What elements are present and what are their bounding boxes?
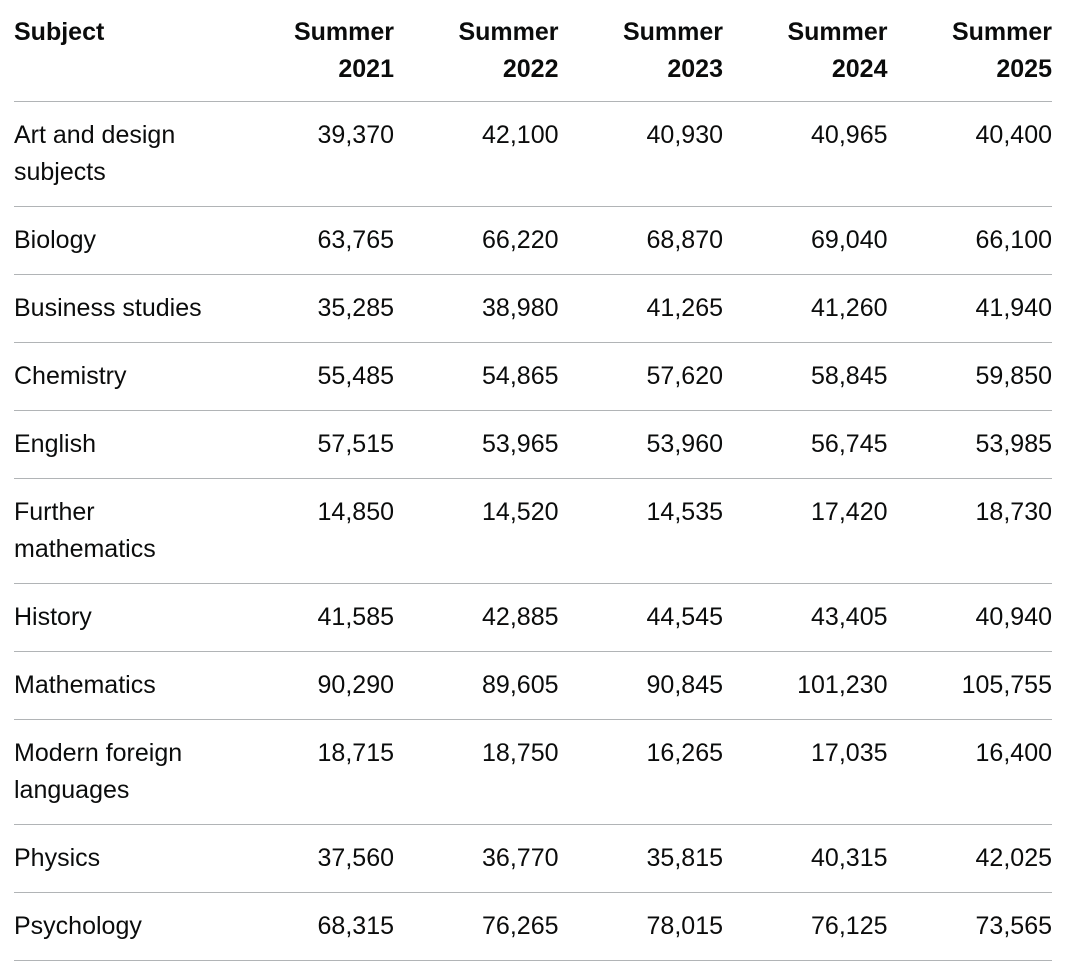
column-header-line: 2023 [667, 55, 723, 83]
column-header-line: Summer [622, 18, 723, 46]
subject-cell: Business studies [14, 274, 246, 343]
entries-value-cell: 78,015 [558, 892, 723, 961]
entries-value-cell: 41,940 [887, 274, 1052, 343]
entries-value-cell: 59,850 [887, 342, 1052, 411]
column-header-summer-2022: Summer 2022 [394, 0, 559, 102]
entries-value-cell: 41,585 [246, 583, 394, 652]
entries-value-cell: 56,745 [723, 410, 888, 479]
subject-cell: Mathematics [14, 651, 246, 720]
entries-value-cell: 36,770 [394, 824, 559, 893]
column-header-summer-2021: Summer 2021 [246, 0, 394, 102]
entries-value-cell: 54,865 [394, 342, 559, 411]
column-header-line: 2022 [502, 55, 559, 83]
entries-value-cell: 16,400 [887, 719, 1052, 825]
entries-value-cell: 35,285 [246, 274, 394, 343]
entries-value-cell: 17,420 [723, 478, 888, 584]
subject-cell: Biology [14, 206, 246, 275]
entries-value-cell: 68,315 [246, 892, 394, 961]
subject-cell: Chemistry [14, 342, 246, 411]
column-header-line: 2025 [996, 55, 1052, 83]
column-header-line: Summer [787, 18, 888, 46]
column-header-line: Summer [458, 18, 559, 46]
entries-value-cell: 90,845 [558, 651, 723, 720]
entries-value-cell: 14,850 [246, 478, 394, 584]
table-row: Biology 63,765 66,220 68,870 69,040 66,100 [14, 206, 1052, 275]
entries-value-cell: 89,605 [394, 651, 559, 720]
entries-value-cell: 41,260 [723, 274, 888, 343]
entries-value-cell: 68,870 [558, 206, 723, 275]
table-row: Art and design subjects 39,370 42,100 40,93… [14, 101, 1052, 207]
column-header-summer-2023: Summer 2023 [558, 0, 723, 102]
table-row: Physics 37,560 36,770 35,815 40,315 42,025 [14, 824, 1052, 893]
entries-value-cell: 73,565 [887, 892, 1052, 961]
entries-value-cell: 53,985 [887, 410, 1052, 479]
entries-value-cell: 44,545 [558, 583, 723, 652]
subject-cell: Modern foreign languages [14, 719, 246, 825]
column-header-summer-2024: Summer 2024 [723, 0, 888, 102]
subject-cell: Psychology [14, 892, 246, 961]
entries-value-cell: 14,535 [558, 478, 723, 584]
entries-value-cell: 41,265 [558, 274, 723, 343]
entries-value-cell: 16,265 [558, 719, 723, 825]
entries-value-cell: 18,730 [887, 478, 1052, 584]
entries-value-cell: 105,755 [887, 651, 1052, 720]
subject-cell: History [14, 583, 246, 652]
entries-value-cell: 40,930 [558, 101, 723, 207]
entries-value-cell: 40,400 [887, 101, 1052, 207]
entries-value-cell: 76,265 [394, 892, 559, 961]
entries-value-cell: 40,940 [887, 583, 1052, 652]
entries-value-cell: 18,750 [394, 719, 559, 825]
entries-value-cell: 39,370 [246, 101, 394, 207]
table-row: Modern foreign languages 18,715 18,750 16,2… [14, 719, 1052, 825]
table-body: Art and design subjects 39,370 42,100 40,93… [14, 101, 1052, 961]
table-row: History 41,585 42,885 44,545 43,405 40,940 [14, 583, 1052, 652]
entries-value-cell: 18,715 [246, 719, 394, 825]
entries-value-cell: 66,220 [394, 206, 559, 275]
entries-value-cell: 40,965 [723, 101, 888, 207]
subject-cell: Art and design subjects [14, 101, 246, 207]
entries-value-cell: 90,290 [246, 651, 394, 720]
entries-value-cell: 53,960 [558, 410, 723, 479]
column-header-line: 2024 [831, 55, 888, 83]
entries-value-cell: 58,845 [723, 342, 888, 411]
entries-value-cell: 57,620 [558, 342, 723, 411]
entries-value-cell: 55,485 [246, 342, 394, 411]
entries-value-cell: 101,230 [723, 651, 888, 720]
table-row: Business studies 35,285 38,980 41,265 41,260… [14, 274, 1052, 343]
entries-value-cell: 35,815 [558, 824, 723, 893]
entries-value-cell: 38,980 [394, 274, 559, 343]
entries-value-cell: 40,315 [723, 824, 888, 893]
table-header: Subject Summer 2021 Summer 2022 Summer 2… [14, 0, 1052, 102]
column-header-line: 2021 [338, 55, 394, 83]
entries-value-cell: 37,560 [246, 824, 394, 893]
entries-value-cell: 53,965 [394, 410, 559, 479]
subject-entries-table: Subject Summer 2021 Summer 2022 Summer 2… [14, 0, 1052, 961]
subject-cell: English [14, 410, 246, 479]
entries-value-cell: 17,035 [723, 719, 888, 825]
table-row: Psychology 68,315 76,265 78,015 76,125 73,565 [14, 892, 1052, 961]
table-row: Mathematics 90,290 89,605 90,845 101,230 105,… [14, 651, 1052, 720]
entries-value-cell: 42,885 [394, 583, 559, 652]
subject-entries-table-container: Subject Summer 2021 Summer 2022 Summer 2… [14, 0, 1052, 961]
table-row: English 57,515 53,965 53,960 56,745 53,985 [14, 410, 1052, 479]
table-row: Chemistry 55,485 54,865 57,620 58,845 59,850 [14, 342, 1052, 411]
entries-value-cell: 76,125 [723, 892, 888, 961]
column-header-line: Summer [951, 18, 1052, 46]
entries-value-cell: 14,520 [394, 478, 559, 584]
header-row: Subject Summer 2021 Summer 2022 Summer 2… [14, 0, 1052, 102]
subject-cell: Physics [14, 824, 246, 893]
entries-value-cell: 42,100 [394, 101, 559, 207]
entries-value-cell: 42,025 [887, 824, 1052, 893]
entries-value-cell: 69,040 [723, 206, 888, 275]
entries-value-cell: 43,405 [723, 583, 888, 652]
entries-value-cell: 63,765 [246, 206, 394, 275]
entries-value-cell: 57,515 [246, 410, 394, 479]
column-header-subject: Subject [14, 0, 246, 102]
column-header-line: Subject [14, 18, 105, 46]
entries-value-cell: 66,100 [887, 206, 1052, 275]
subject-cell: Further mathematics [14, 478, 246, 584]
column-header-summer-2025: Summer 2025 [887, 0, 1052, 102]
table-row: Further mathematics 14,850 14,520 14,535 17,… [14, 478, 1052, 584]
column-header-line: Summer [293, 18, 394, 46]
